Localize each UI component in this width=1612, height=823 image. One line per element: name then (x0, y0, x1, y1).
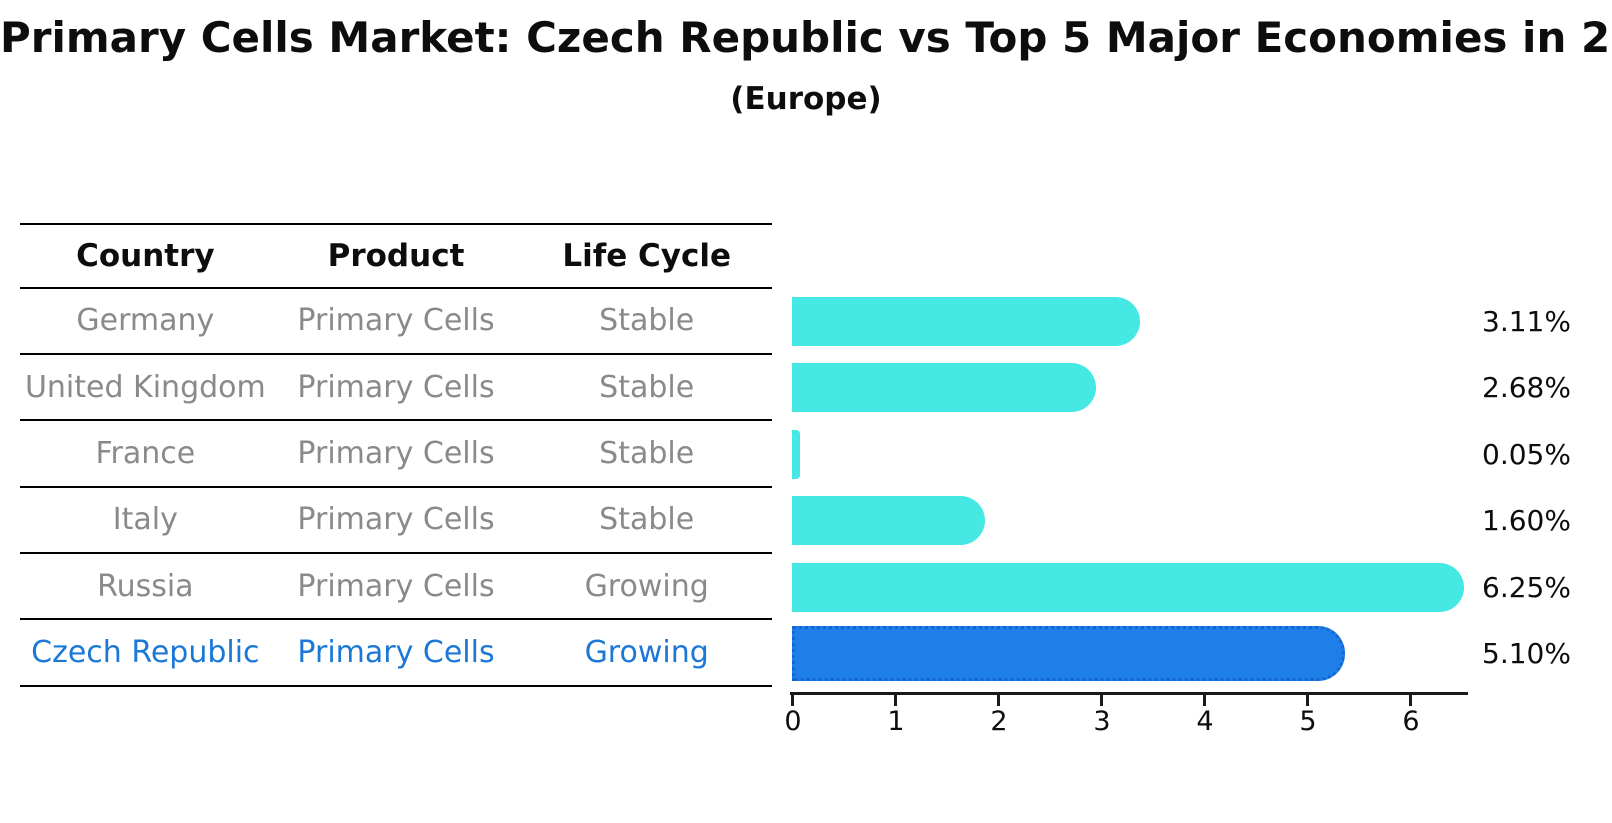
value-label-russia: 6.25% (1482, 570, 1571, 604)
product-cell: Primary Cells (297, 303, 495, 339)
life-cycle-cell: Growing (584, 635, 709, 671)
country-table: Country Product Life Cycle Germany Prima… (20, 223, 772, 687)
chart-subtitle: (Europe) (730, 81, 882, 117)
product-cell: Primary Cells (297, 635, 495, 671)
value-label-france: 0.05% (1482, 437, 1571, 471)
x-axis-tick (791, 695, 794, 706)
product-cell: Primary Cells (297, 502, 495, 538)
value-label-column: 3.11% 2.68% 0.05% 1.60% 6.25% 5.10% (1482, 288, 1592, 687)
x-axis-tick (1409, 695, 1412, 706)
table-header-life-cycle: Life Cycle (562, 237, 732, 274)
country-cell: Czech Republic (31, 635, 260, 671)
x-axis-tick-label: 3 (1093, 706, 1111, 737)
x-axis-tick (894, 695, 897, 706)
x-axis-tick-label: 5 (1299, 706, 1317, 737)
table-row-czech-republic: Czech Republic Primary Cells Growing (20, 620, 772, 687)
table-row: Germany Primary Cells Stable (20, 289, 772, 355)
x-axis-tick (997, 695, 1000, 706)
table-header-product: Product (327, 237, 465, 274)
x-axis-tick-label: 1 (887, 706, 905, 737)
x-axis-tick (1306, 695, 1309, 706)
life-cycle-cell: Stable (599, 303, 695, 339)
table-row: United Kingdom Primary Cells Stable (20, 355, 772, 422)
x-axis-tick (1203, 695, 1206, 706)
table-header-country: Country (76, 237, 215, 274)
bar-united-kingdom (792, 363, 1097, 413)
x-axis-tick-label: 2 (990, 706, 1008, 737)
country-cell: Germany (76, 303, 215, 339)
country-cell: France (95, 435, 196, 471)
table-header-row: Country Product Life Cycle (20, 223, 772, 289)
bar-row (792, 355, 1492, 422)
product-cell: Primary Cells (297, 369, 495, 405)
bar-row (792, 488, 1492, 555)
table-row: Russia Primary Cells Growing (20, 554, 772, 621)
x-axis-tick (1100, 695, 1103, 706)
value-label-italy: 1.60% (1482, 504, 1571, 538)
bar-russia (792, 562, 1464, 612)
product-cell: Primary Cells (297, 568, 495, 604)
x-axis-tick-label: 4 (1196, 706, 1214, 737)
table-row: France Primary Cells Stable (20, 421, 772, 488)
x-axis-line (790, 692, 1468, 695)
country-cell: United Kingdom (24, 369, 266, 405)
chart-title: Primary Cells Market: Czech Republic vs … (0, 13, 1612, 62)
bar-plot-area (792, 288, 1492, 687)
bar-row (792, 621, 1492, 688)
x-axis-tick-label: 6 (1402, 706, 1420, 737)
life-cycle-cell: Growing (584, 568, 709, 604)
value-label-united-kingdom: 2.68% (1482, 371, 1571, 405)
value-label-germany: 3.11% (1482, 304, 1571, 338)
bar-france (792, 429, 801, 479)
value-label-czech-republic: 5.10% (1482, 637, 1571, 671)
table-row: Italy Primary Cells Stable (20, 488, 772, 555)
product-cell: Primary Cells (297, 435, 495, 471)
country-cell: Italy (112, 502, 178, 538)
life-cycle-cell: Stable (599, 502, 695, 538)
bar-row (792, 421, 1492, 488)
life-cycle-cell: Stable (599, 435, 695, 471)
x-axis-tick-label: 0 (784, 706, 802, 737)
bar-row (792, 288, 1492, 355)
bar-germany (792, 296, 1141, 346)
bar-row (792, 554, 1492, 621)
bar-czech-republic (792, 626, 1346, 682)
country-cell: Russia (97, 568, 194, 604)
bar-italy (792, 496, 985, 546)
life-cycle-cell: Stable (599, 369, 695, 405)
